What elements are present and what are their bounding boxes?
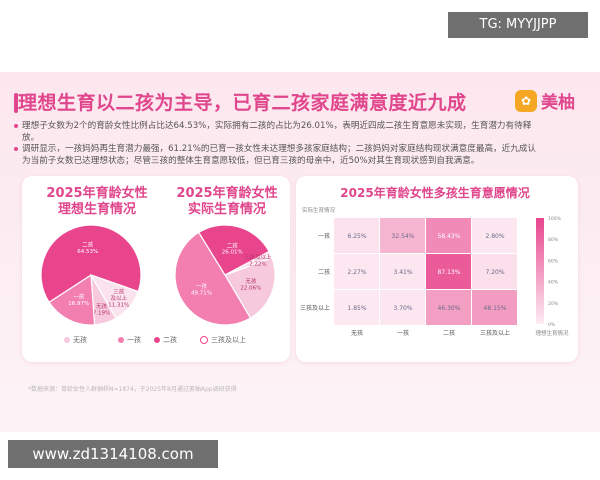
heatmap-cell [472, 218, 517, 253]
pie-slice-label: 三孩及以上 11.31% [108, 288, 129, 309]
data-source-note: *数据来源：育龄女性人群抽样N=1874，于2025年8月通过美柚App调研获得 [28, 386, 237, 393]
pie-slice-label: 一孩 16.97% [68, 292, 89, 306]
colorbar-tick-label: 0% [548, 322, 556, 328]
heatmap-cell [334, 218, 379, 253]
pie2-title-line2: 实际生育情况 [187, 202, 266, 217]
heatmap-cell-label: 7.20% [485, 269, 504, 276]
heatmap-cell [380, 290, 425, 325]
legend-item-one: 一孩 [118, 335, 141, 345]
heatmap-row-label: 二孩 [318, 268, 330, 276]
colorbar-tick-label: 60% [548, 258, 559, 264]
pie2-title: 2025年育龄女性 实际生育情况 [162, 186, 292, 218]
heatmap-y-axis-label: 实际生育情况 [302, 206, 336, 214]
pie-slice-label: 三孩及以上 2.22% [244, 253, 272, 267]
pie2-title-line1: 2025年育龄女性 [176, 186, 278, 201]
legend-label: 无孩 [73, 336, 87, 344]
legend-swatch [200, 336, 208, 344]
colorbar-tick-label: 80% [548, 237, 559, 243]
heatmap-cell-label: 32.54% [392, 233, 415, 240]
heatmap-cell [426, 254, 471, 289]
heatmap-cell-label: 1.85% [347, 305, 366, 312]
legend-item-none: 无孩 [64, 335, 87, 345]
heatmap-cell-label: 58.43% [438, 233, 461, 240]
heatmap-cell-label: 6.25% [347, 233, 366, 240]
pie1-title-line2: 理想生育情况 [57, 202, 136, 217]
legend-swatch [64, 337, 70, 343]
legend-swatch [118, 337, 124, 343]
legend-item-two: 二孩 [154, 335, 177, 345]
bullet-dot [14, 124, 18, 128]
heatmap-col-label: 无孩 [351, 329, 363, 337]
pie-slice-none [224, 257, 276, 319]
heatmap-cell [334, 254, 379, 289]
heatmap-cell-label: 2.80% [485, 233, 504, 240]
pie1-title-line1: 2025年育龄女性 [46, 186, 148, 201]
heatmap-col-label: 一孩 [397, 329, 409, 337]
heatmap-title: 2025年育龄女性多孩生育意愿情况 [340, 186, 530, 200]
summary-text-1: 理想子女数为2个的育龄女性比例占比达64.53%，实际拥有二孩的占比为26.01… [22, 121, 532, 143]
heatmap-cell-label: 3.70% [393, 305, 412, 312]
actual-birth-pie-chart: 无孩 22.06% 一孩 49.71% 二孩 26.01%三孩及以上 2.22% [174, 224, 276, 326]
legend-label: 一孩 [127, 336, 141, 344]
pie-slice-three-plus [89, 273, 139, 320]
heatmap-cell-label: 46.30% [438, 305, 461, 312]
heatmap-cell-label: 48.15% [484, 305, 507, 312]
heatmap-cell [380, 218, 425, 253]
heatmap-cell-label: 3.41% [393, 269, 412, 276]
brand-name: 美柚 [541, 93, 575, 113]
pie-slice-label: 无孩 22.06% [240, 277, 261, 291]
pie-slice-label: 二孩 26.01% [222, 241, 243, 255]
pie-slice-one-child [48, 273, 96, 326]
summary-bullet-1: 理想子女数为2个的育龄女性比例占比达64.53%，实际拥有二孩的占比为26.01… [14, 120, 542, 144]
watermark-top: TG: MYYJJPP [448, 12, 588, 38]
brand-icon: ✿ [515, 89, 537, 112]
heatmap-cell [380, 254, 425, 289]
heatmap-col-label: 二孩 [443, 329, 455, 337]
legend-item-three: 三孩及以上 [200, 335, 246, 345]
pie-slice-two-children [197, 224, 270, 276]
legend-swatch [154, 337, 160, 343]
heatmap-cell [472, 290, 517, 325]
heatmap-row-label: 三孩及以上 [300, 304, 330, 312]
colorbar-tick-label: 40% [548, 280, 559, 286]
pie-slice-one-child [174, 231, 252, 326]
legend-label: 三孩及以上 [211, 336, 246, 344]
summary-bullet-2: 调研显示，一孩妈妈再生育潜力最强，61.21%的已育一孩女性未达理想多孩家庭结构… [14, 143, 582, 155]
summary-text-2: 调研显示，一孩妈妈再生育潜力最强，61.21%的已育一孩女性未达理想多孩家庭结构… [22, 144, 537, 154]
report-title: 理想生育以二孩为主导，已育二孩家庭满意度近九成 [18, 92, 467, 114]
colorbar-tick-label: 20% [548, 301, 559, 307]
pie-slice-label: 一孩 49.71% [191, 282, 212, 296]
pie1-title: 2025年育龄女性 理想生育情况 [32, 186, 162, 218]
heatmap-cell [472, 254, 517, 289]
watermark-bottom: www.zd1314108.com [8, 440, 218, 468]
heatmap-colorbar [536, 218, 544, 324]
title-accent-bar [14, 93, 18, 113]
heatmap-cell [334, 290, 379, 325]
ideal-birth-pie-chart: 无孩 7.19% 一孩 16.97% 二孩 64.53% 三孩及以上 11.31% [40, 224, 142, 326]
pie-slice-label: 无孩 7.19% [93, 302, 110, 316]
pie-slice-label: 二孩 64.53% [77, 240, 98, 254]
heatmap-cell-label: 2.27% [347, 269, 366, 276]
legend-label: 二孩 [163, 336, 177, 344]
pie-slice-two-children [40, 224, 142, 304]
heatmap-x-axis-label: 理想生育情况 [535, 329, 569, 337]
summary-text-3: 为当前子女数已达理想状态；尽管三孩的整体生育意愿较低，但已育三孩的母亲中，近50… [22, 156, 480, 166]
bullet-dot [14, 147, 18, 151]
heatmap-row-label: 一孩 [318, 232, 330, 240]
heatmap-cell-label: 87.13% [438, 269, 461, 276]
colorbar-tick-label: 100% [548, 216, 562, 222]
heatmap-cell [426, 218, 471, 253]
pie-slice-three-plus [224, 250, 273, 276]
heatmap-col-label: 三孩及以上 [480, 329, 510, 337]
brand-logo: ✿ 美柚 [515, 88, 575, 113]
summary-bullet-3: 为当前子女数已达理想状态；尽管三孩的整体生育意愿较低，但已育三孩的母亲中，近50… [22, 155, 582, 167]
heatmap-cell [426, 290, 471, 325]
